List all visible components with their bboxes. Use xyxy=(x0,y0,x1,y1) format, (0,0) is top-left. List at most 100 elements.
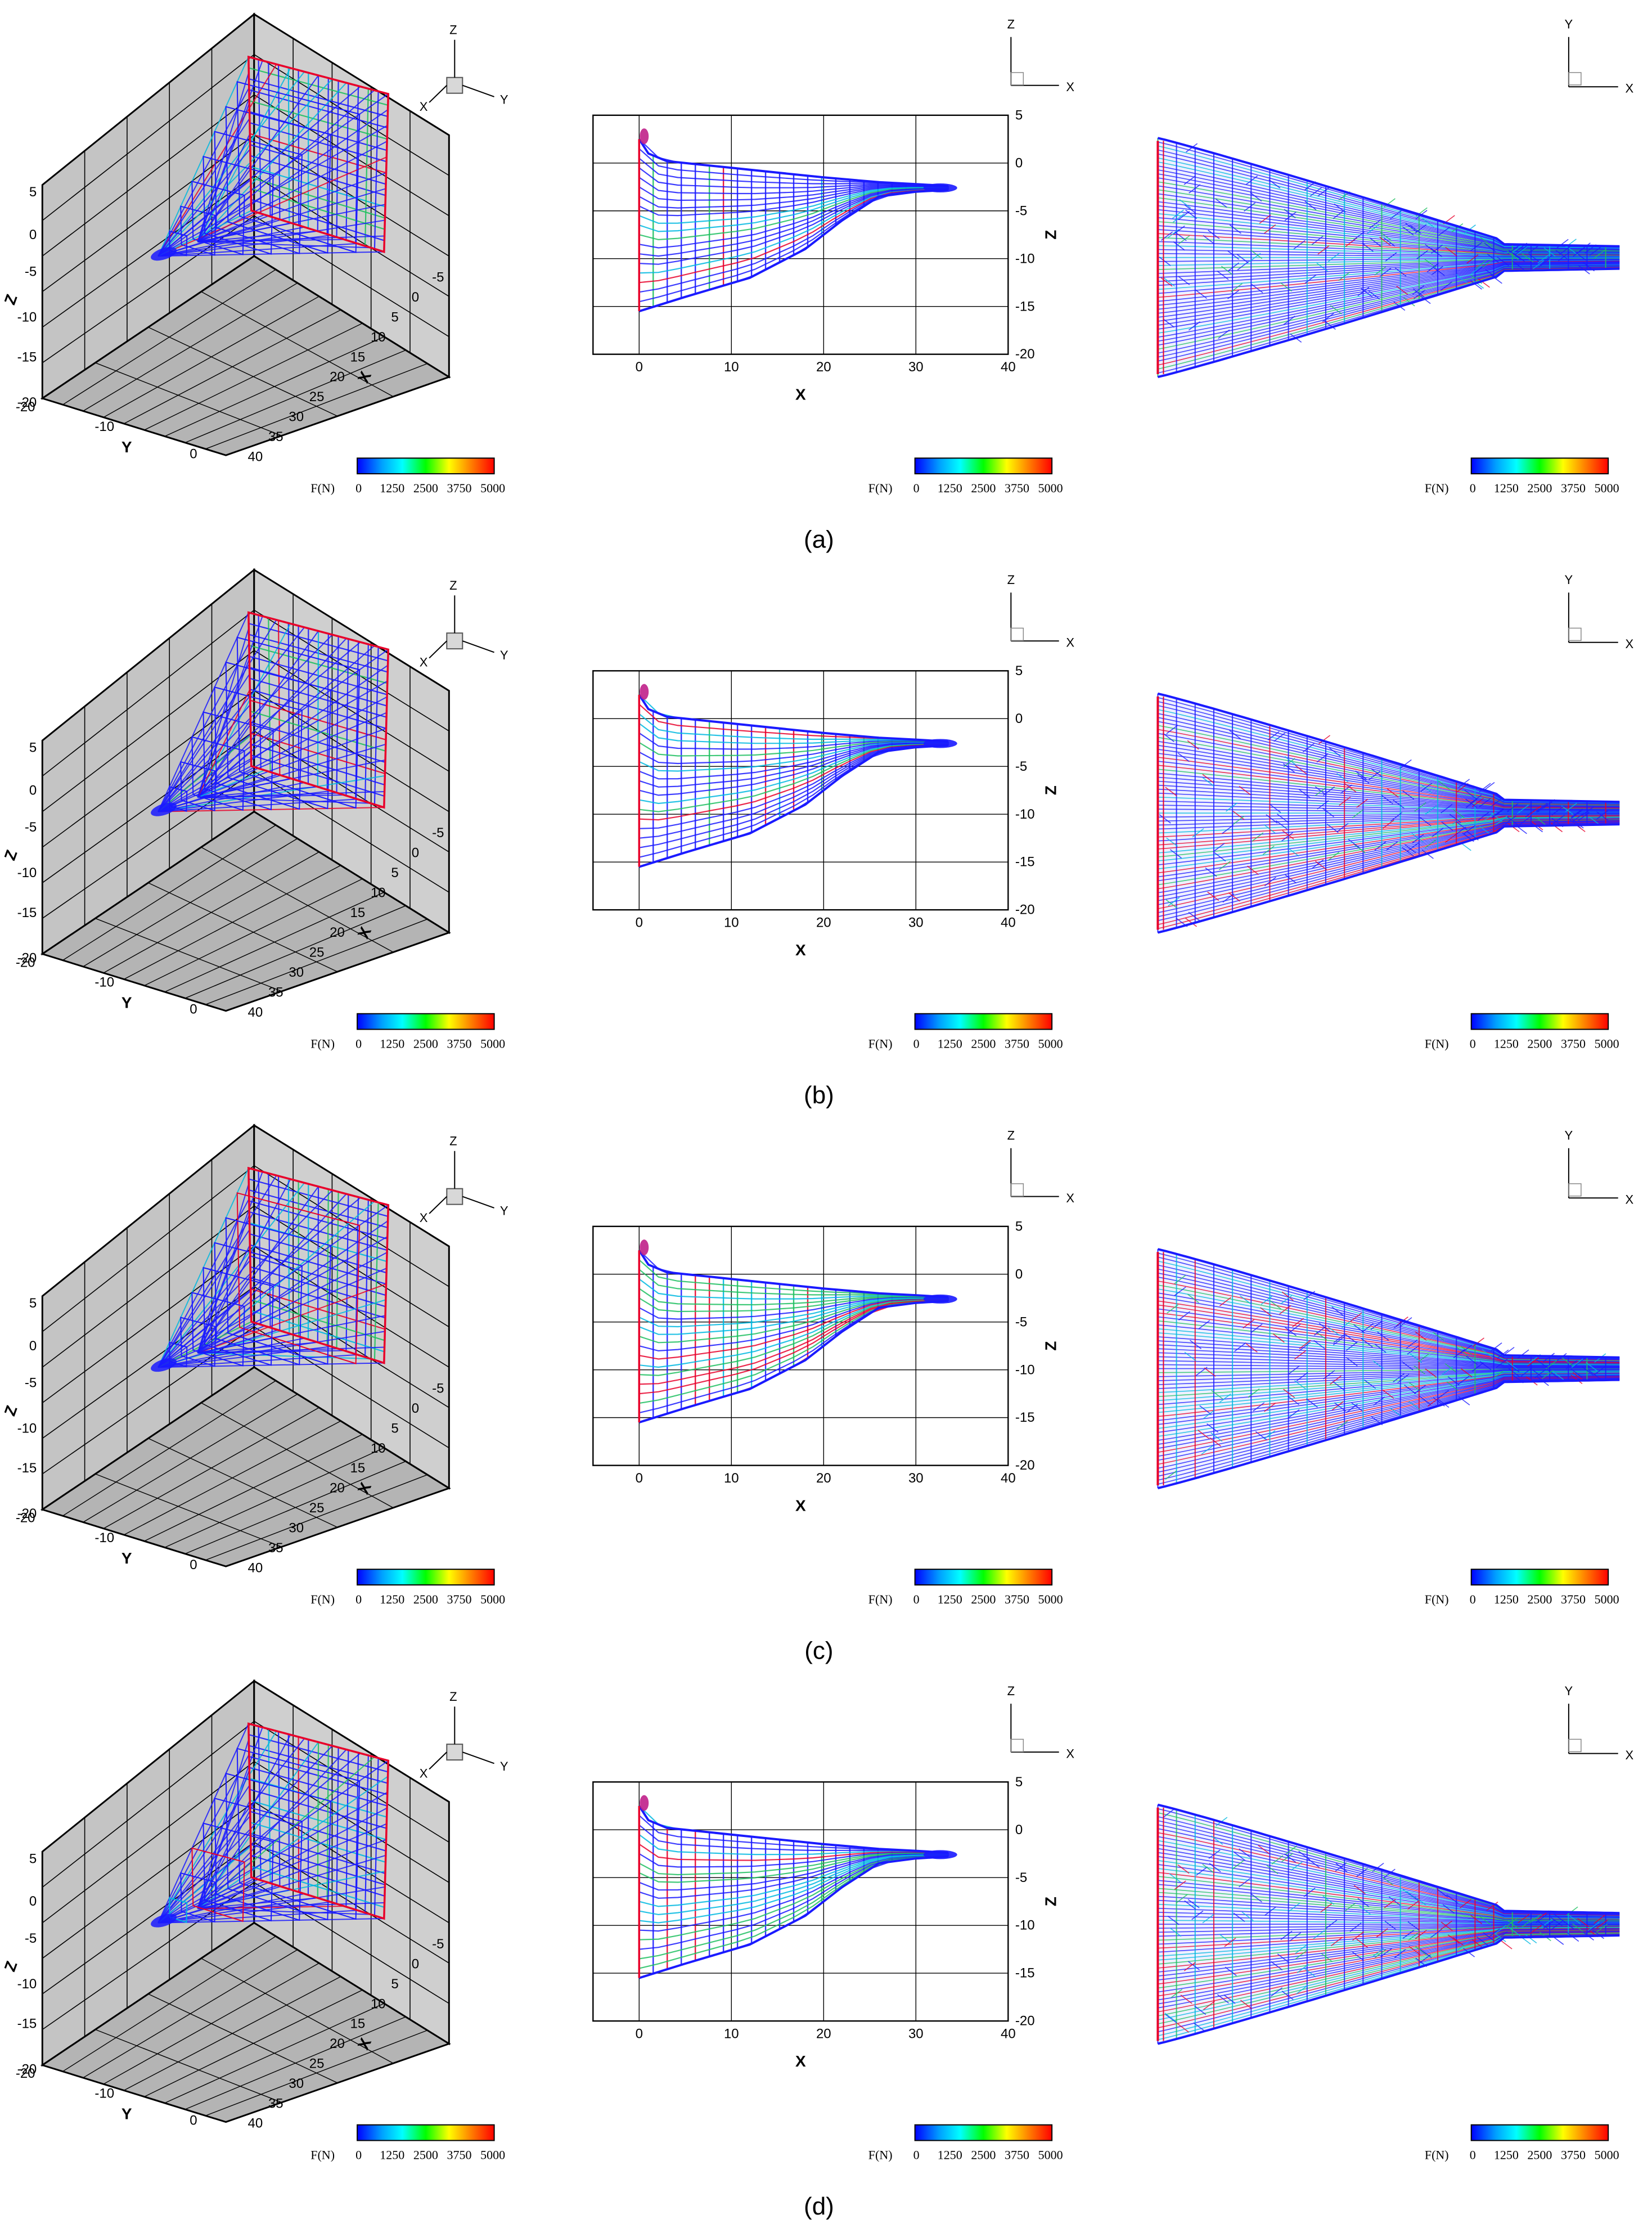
net-line xyxy=(336,1747,339,1904)
net-line xyxy=(1336,772,1349,783)
net-line xyxy=(1572,1923,1584,1933)
colorbar-tick-label: 2500 xyxy=(971,481,996,495)
net-line xyxy=(236,636,361,809)
x-tick-label: 5 xyxy=(391,865,398,881)
net-line xyxy=(1203,2001,1216,2010)
colorbar-tick-label: 2500 xyxy=(1527,1592,1552,1606)
colorbar-tick-label: 1250 xyxy=(380,1036,404,1050)
net-line xyxy=(1209,1437,1222,1447)
net-line xyxy=(1326,823,1339,833)
net-line xyxy=(1472,1337,1484,1347)
y-axis-label: Y xyxy=(121,438,132,456)
x-tick-label: 0 xyxy=(412,846,419,861)
net-line xyxy=(1297,1964,1309,1974)
net-line xyxy=(1288,1902,1300,1912)
colorbar-tick-label: 5000 xyxy=(480,1592,505,1606)
net-line xyxy=(1227,250,1240,260)
net-line xyxy=(1494,1933,1506,1942)
net-line xyxy=(1174,1286,1186,1296)
net-line xyxy=(355,86,359,243)
colorbar-tick-label: 3750 xyxy=(447,1036,471,1050)
x-tick-label: 10 xyxy=(724,1471,739,1486)
net-line xyxy=(1348,838,1360,848)
net-line xyxy=(1174,1880,1186,1890)
net-line xyxy=(1199,1405,1212,1415)
net-line xyxy=(1406,1340,1418,1349)
net-line xyxy=(336,636,339,793)
net-line xyxy=(1202,1863,1214,1874)
net-line xyxy=(639,743,948,805)
net-line xyxy=(1470,241,1483,251)
net-outline-upper xyxy=(1157,692,1620,803)
net-line xyxy=(1322,1895,1335,1905)
net-line xyxy=(373,1202,379,1360)
net-line xyxy=(1233,1912,1245,1922)
net-line xyxy=(1384,1920,1397,1930)
net-headline-float xyxy=(640,1795,649,1811)
colorbar-tick-label: 2500 xyxy=(413,481,438,495)
net-line xyxy=(1437,1390,1450,1400)
net-line xyxy=(1460,1345,1473,1355)
net-line xyxy=(1204,1367,1216,1377)
net-line xyxy=(1172,209,1184,219)
grid-line xyxy=(95,2029,282,2103)
x-tick-label: 20 xyxy=(816,1471,831,1486)
net-line xyxy=(1367,290,1380,300)
colorbar xyxy=(357,1013,495,1030)
net-line xyxy=(1472,279,1484,289)
grid-line xyxy=(148,1993,338,2083)
grid-line xyxy=(201,291,394,397)
net-line xyxy=(1407,1921,1420,1931)
net-line xyxy=(1541,254,1554,263)
net-line xyxy=(1569,819,1581,829)
x-axis-label: X xyxy=(795,941,806,959)
net-line xyxy=(1345,1356,1358,1367)
triad-z-label: Z xyxy=(449,23,457,37)
colorbar-tick-label: 0 xyxy=(1470,1592,1476,1606)
net-line xyxy=(1334,203,1346,213)
net-line xyxy=(1594,1365,1606,1375)
net-line xyxy=(336,80,339,237)
triad-y-label: Y xyxy=(500,93,508,107)
net-line xyxy=(1196,1866,1208,1876)
net-line xyxy=(1432,828,1444,837)
net-line xyxy=(1447,1376,1460,1386)
net-line xyxy=(1183,176,1196,185)
net-line xyxy=(355,1197,359,1354)
triad-y-label: Y xyxy=(1565,1129,1573,1143)
net-line xyxy=(1358,1905,1371,1915)
net-line xyxy=(1445,247,1457,257)
net-line xyxy=(1166,837,1178,847)
subfigure-label: (b) xyxy=(804,1081,834,1109)
colorbar-title: F(N) xyxy=(868,1592,893,1606)
z-tick-label: -15 xyxy=(17,349,37,365)
net-line xyxy=(1334,1402,1346,1412)
y-tick-label: -10 xyxy=(94,975,114,990)
net-line xyxy=(197,1325,265,1354)
net-line xyxy=(1440,1920,1452,1930)
net-line xyxy=(1284,209,1296,218)
net-line xyxy=(1187,1899,1200,1908)
net-line xyxy=(1551,806,1564,816)
net-line xyxy=(169,786,188,812)
grid-line xyxy=(95,918,282,992)
colorbar-tick-label: 2500 xyxy=(413,2148,438,2162)
net-line xyxy=(197,1245,251,1354)
z-tick-label: -15 xyxy=(1015,1966,1035,1981)
net-line xyxy=(1268,179,1281,189)
net-line xyxy=(1479,783,1491,793)
net-line xyxy=(197,1193,347,1354)
colorbar-tick-label: 3750 xyxy=(1561,1036,1586,1050)
net-line xyxy=(1412,285,1424,295)
net-line xyxy=(1596,1920,1608,1929)
net-line xyxy=(1361,1338,1373,1347)
x-tick-label: 10 xyxy=(724,360,739,375)
net-line xyxy=(1561,805,1573,815)
net-line xyxy=(1264,1403,1276,1412)
floor xyxy=(40,1366,451,1567)
net-line xyxy=(1158,229,1620,255)
z-tick-label: 5 xyxy=(1015,1219,1023,1234)
y-tick-label: 0 xyxy=(190,1557,197,1573)
net-line xyxy=(1368,771,1380,780)
net-line xyxy=(1361,288,1373,298)
